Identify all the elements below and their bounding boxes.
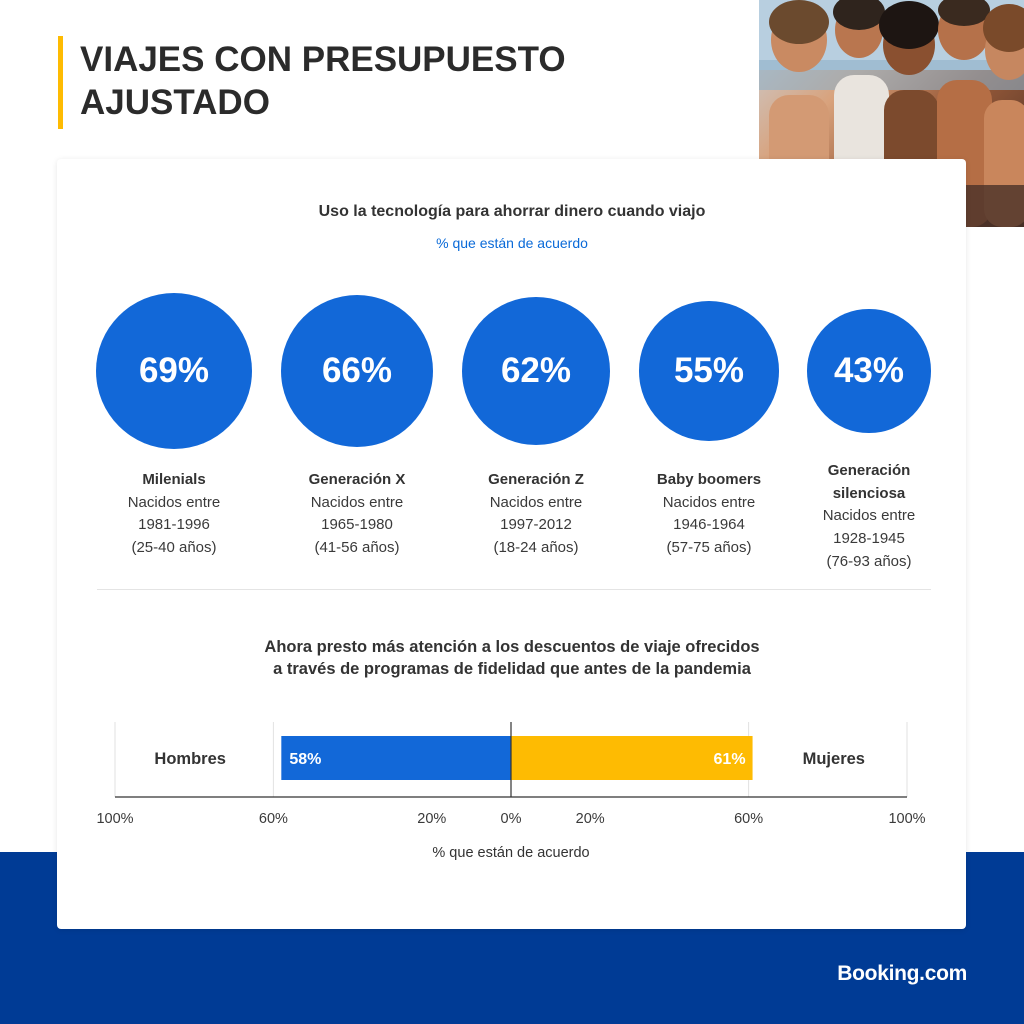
chart1-title: Uso la tecnología para ahorrar dinero cu… [318,203,706,220]
bubble-1: 69% [96,293,252,449]
series-label-mujeres: Mujeres [803,750,865,768]
bubble-value-label: 43% [833,350,905,390]
bar-value-label-hombres: 58% [289,751,321,768]
generation-name: Generación Z [488,471,584,488]
bubble-value-label: 69% [138,351,210,390]
generation-age-range: (25-40 años) [131,539,217,557]
x-axis-title: % que están de acuerdo [432,845,589,861]
generation-label-1: Milenials Nacidos entre 1981-1996 (25-40 añ… [84,469,264,560]
generation-label-2: Generación X Nacidos entre 1965-1980 (41-56… [267,469,447,560]
bubble-value-label: 55% [673,350,745,390]
x-tick-label-5: 20% [576,811,605,827]
generation-born-label: Nacidos entre [822,507,916,525]
generation-born-label: Nacidos entre [489,493,583,511]
generation-born-label: Nacidos entre [662,493,756,511]
bubble-value-label: 66% [321,350,393,390]
chart1-subtitle: % que están de acuerdo [436,235,588,251]
bar-value-label-mujeres: 61% [714,751,746,768]
bubble-3: 62% [462,297,610,445]
x-tick-label-2: 60% [259,811,288,827]
generation-years: 1946-1964 [673,516,745,534]
x-tick-label-3: 20% [417,811,446,827]
generation-age-range: (18-24 años) [493,539,579,557]
title-accent-bar [58,36,63,129]
x-tick-label-7: 100% [888,811,925,827]
generation-years: 1981-1996 [138,516,210,534]
x-tick-label-4: 0% [501,811,522,827]
generation-years: 1928-1945 [833,530,905,548]
series-label-hombres: Hombres [154,750,226,768]
generation-age-range: (41-56 años) [314,539,400,557]
booking-logo: Booking.com [837,962,967,985]
chart-card [57,159,966,929]
bar-mujeres [511,736,753,780]
generation-age-range: (76-93 años) [826,552,912,570]
section-divider [97,589,931,590]
generation-age-range: (57-75 años) [666,539,752,557]
generation-born-label: Nacidos entre [127,493,221,511]
generation-label-4: Baby boomers Nacidos entre 1946-1964 (57-75… [619,469,799,560]
bubble-4: 55% [639,301,779,441]
generation-label-3: Generación Z Nacidos entre 1997-2012 (18-24… [446,469,626,560]
x-tick-label-1: 100% [96,811,133,827]
generation-label-5: Generación silenciosa Nacidos entre 1928-1… [799,460,939,574]
bar-hombres [281,736,511,780]
generation-name: Generación silenciosa [827,462,911,502]
x-tick-label-6: 60% [734,811,763,827]
gender-diverging-bar-chart: 58% Hombres 61% Mujeres 100% 60% 20% 0% 20% 60% 10… [96,722,926,861]
chart2-title-line2: a través de programas de fidelidad que a… [273,660,751,678]
bubble-2: 66% [280,294,434,448]
chart2-title: Ahora presto más atención a los descuent… [0,636,1024,680]
generation-name: Generación X [308,471,406,488]
generation-name: Baby boomers [656,471,762,488]
generation-years: 1997-2012 [500,516,572,534]
chart2-title-line1: Ahora presto más atención a los descuent… [264,638,760,656]
page-title: VIAJES CON PRESUPUESTO AJUSTADO [80,40,566,122]
bubble-value-label: 62% [500,350,572,390]
generation-years: 1965-1980 [321,516,393,534]
generation-name: Milenials [142,471,206,488]
generation-born-label: Nacidos entre [310,493,404,511]
bubble-5: 43% [807,309,931,433]
